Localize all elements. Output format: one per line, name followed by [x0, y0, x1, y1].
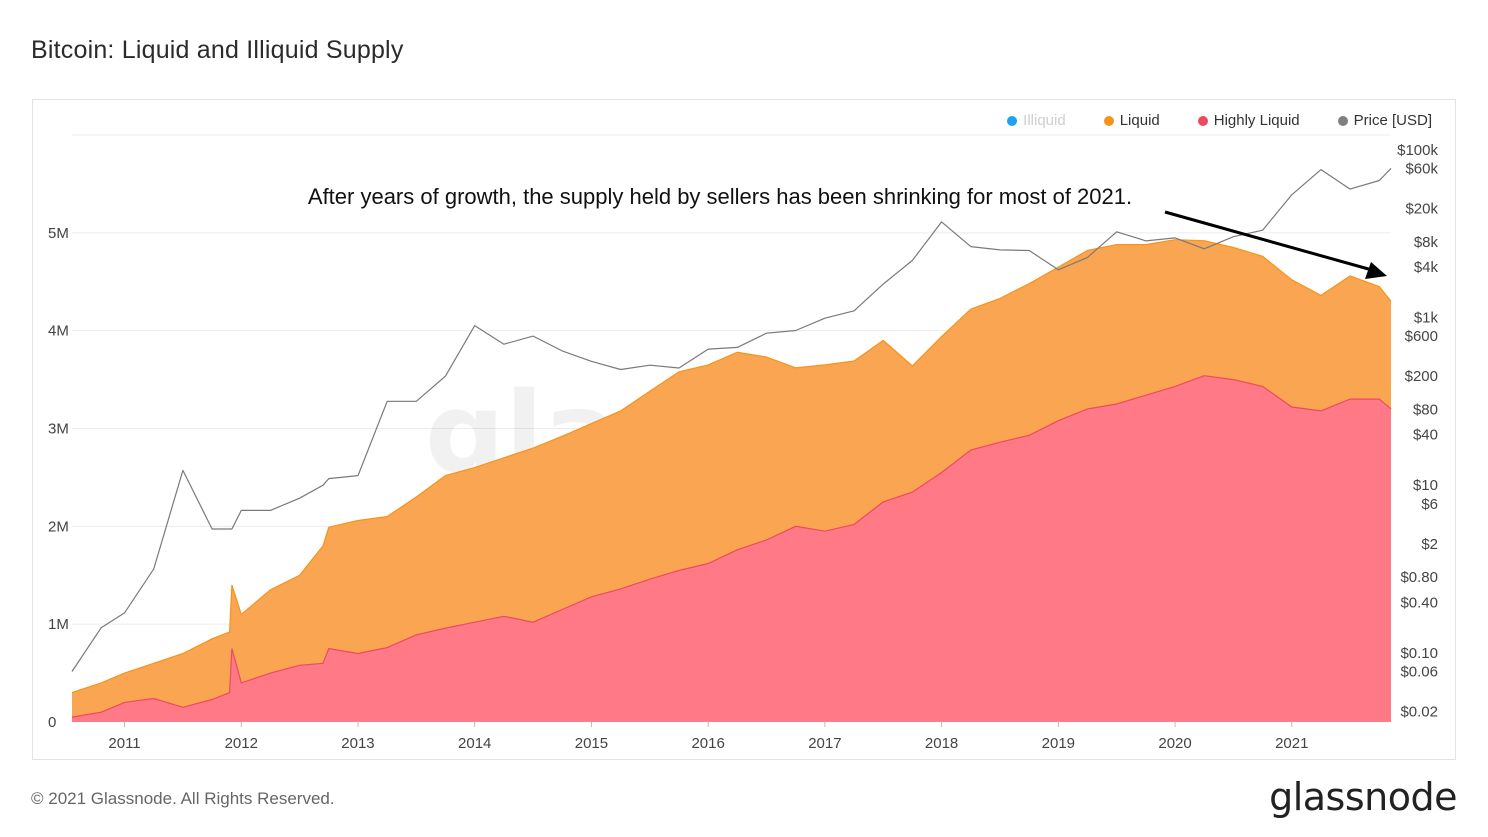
copyright-text: © 2021 Glassnode. All Rights Reserved.: [31, 789, 335, 808]
y-right-tick-label: $200: [1405, 368, 1438, 385]
y-left-tick-label: 2M: [48, 518, 69, 535]
y-right-tick-label: $20k: [1405, 200, 1438, 217]
annotation-arrow-head-icon: [1365, 262, 1387, 279]
x-tick-label: 2016: [691, 735, 724, 752]
x-tick-label: 2019: [1042, 735, 1075, 752]
legend-label: Price [USD]: [1353, 112, 1432, 129]
y-right-tick-label: $0.02: [1400, 704, 1438, 721]
legend-dot-icon: [1007, 115, 1018, 126]
legend-item-liquid[interactable]: Liquid: [1103, 112, 1160, 129]
brand-logo: glassnode: [1269, 775, 1457, 819]
legend-label: Illiquid: [1023, 112, 1066, 129]
x-tick-label: 2020: [1158, 735, 1191, 752]
y-right-tick-label: $10: [1413, 477, 1438, 494]
x-tick-label: 2012: [225, 735, 258, 752]
y-left-tick-label: 0: [48, 714, 56, 731]
y-right-tick-label: $100k: [1397, 142, 1438, 159]
x-tick-label: 2014: [458, 735, 491, 752]
x-tick-label: 2015: [575, 735, 608, 752]
legend-item-highly-liquid[interactable]: Highly Liquid: [1197, 112, 1300, 129]
x-tick-label: 2018: [925, 735, 958, 752]
y-right-tick-label: $0.80: [1400, 569, 1438, 586]
y-right-tick-label: $80: [1413, 401, 1438, 418]
y-left-tick-label: 3M: [48, 421, 69, 438]
y-right-tick-label: $1k: [1414, 309, 1439, 326]
y-right-tick-label: $8k: [1414, 234, 1439, 251]
annotation-arrow-line: [1164, 210, 1373, 272]
legend-dot-icon: [1197, 115, 1208, 126]
highly-liquid-line: [71, 375, 1392, 718]
x-tick-label: 2013: [341, 735, 374, 752]
y-right-tick-label: $0.40: [1400, 594, 1438, 611]
legend-dot-icon: [1103, 115, 1114, 126]
y-right-tick-label: $60k: [1405, 160, 1438, 177]
legend-label: Liquid: [1119, 112, 1160, 129]
legend-label: Highly Liquid: [1213, 112, 1300, 129]
legend: Illiquid Liquid Highly Liquid Price [USD…: [1007, 112, 1432, 129]
legend-dot-icon: [1337, 115, 1348, 126]
y-right-tick-label: $2: [1421, 536, 1438, 553]
highly-liquid-area: [72, 375, 1391, 722]
annotation-text: After years of growth, the supply held b…: [308, 184, 1132, 209]
chart-frame: [32, 99, 1456, 760]
y-right-tick-label: $40: [1413, 427, 1438, 444]
legend-item-illiquid[interactable]: Illiquid: [1007, 112, 1066, 129]
y-left-tick-label: 4M: [48, 323, 69, 340]
y-right-tick-label: $0.06: [1400, 664, 1438, 681]
y-right-tick-label: $4k: [1414, 259, 1439, 276]
x-tick-label: 2011: [108, 735, 140, 752]
y-left-tick-label: 1M: [48, 616, 69, 633]
y-left-tick-label: 5M: [48, 225, 69, 242]
legend-item-price[interactable]: Price [USD]: [1337, 112, 1432, 129]
x-tick-label: 2021: [1275, 735, 1308, 752]
y-right-tick-label: $600: [1405, 328, 1438, 345]
x-tick-label: 2017: [808, 735, 841, 752]
y-right-tick-label: $0.10: [1400, 645, 1438, 662]
y-right-tick-label: $6: [1421, 496, 1438, 513]
chart-title: Bitcoin: Liquid and Illiquid Supply: [31, 36, 404, 64]
price-line: [71, 167, 1392, 672]
liquid-line: [71, 239, 1392, 694]
